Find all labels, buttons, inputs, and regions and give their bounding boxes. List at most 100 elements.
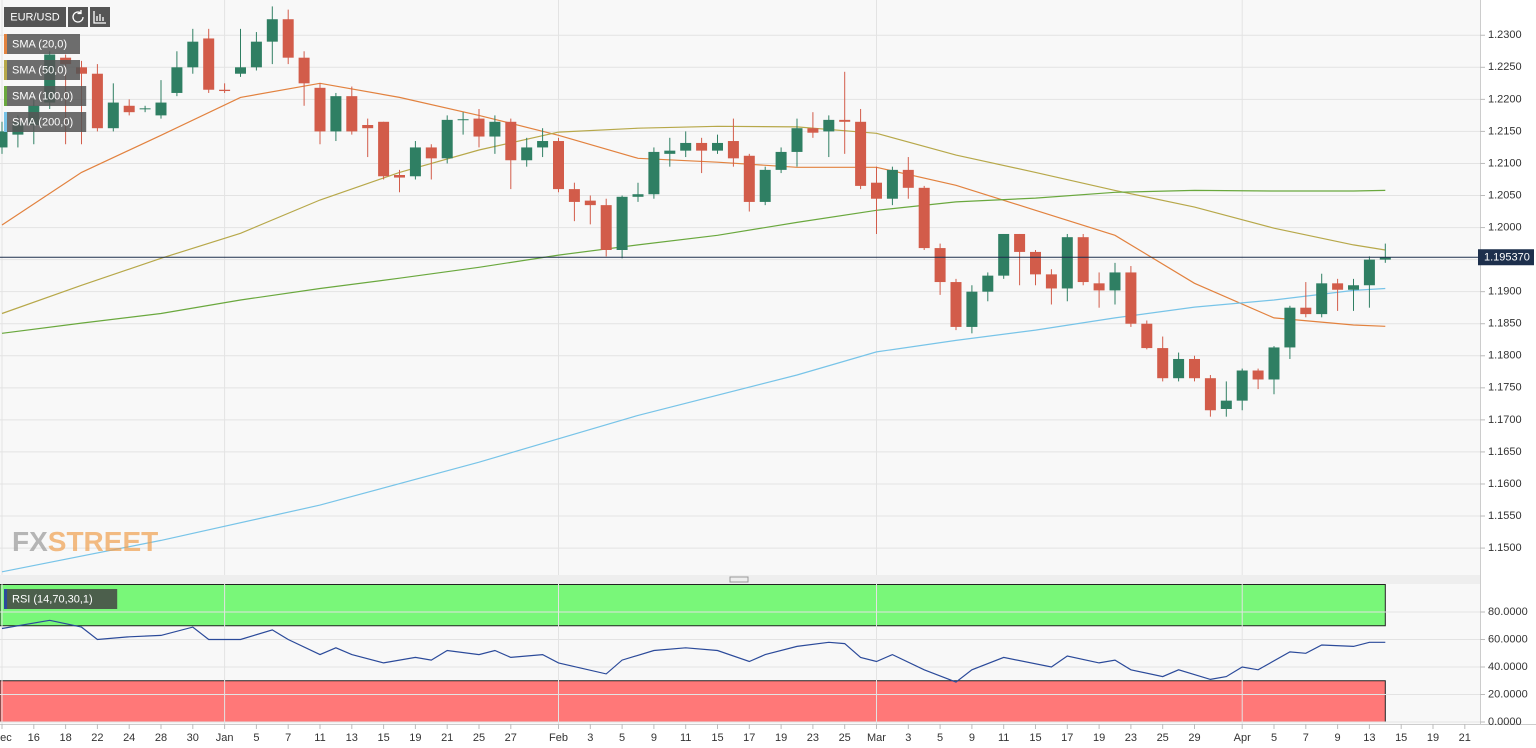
candle-body — [823, 119, 835, 132]
candle-body — [1348, 285, 1359, 290]
pane-divider[interactable] — [0, 575, 1480, 584]
last-price-label: 1.195370 — [1484, 252, 1530, 264]
y-tick-label: 1.2250 — [1488, 61, 1522, 73]
candle-body — [759, 169, 771, 202]
candle-body — [298, 57, 310, 84]
candle-body — [171, 67, 183, 93]
candle-body — [76, 67, 87, 74]
candle-body — [553, 141, 564, 190]
y-tick-label: 1.1500 — [1488, 542, 1522, 554]
watermark-fx: FX — [12, 526, 48, 557]
x-tick-label: 22 — [91, 732, 103, 744]
candle-body — [934, 248, 946, 283]
price-plot-bg — [0, 0, 1480, 575]
legend-box — [4, 589, 118, 609]
candle-body — [1204, 378, 1216, 411]
legend-label: SMA (50,0) — [12, 64, 67, 76]
candle-body — [712, 142, 723, 151]
refresh-icon — [72, 10, 84, 23]
legend-box — [4, 112, 87, 132]
refresh-button[interactable] — [68, 7, 88, 27]
legend-box — [4, 60, 80, 80]
legend-swatch — [4, 86, 7, 106]
y-tick-label: 1.1600 — [1488, 478, 1522, 490]
candle-body — [346, 96, 358, 132]
candle-body — [1077, 237, 1089, 283]
candle-body — [1268, 347, 1280, 380]
candle-body — [584, 200, 596, 206]
candle-body — [600, 205, 612, 250]
symbol-title[interactable]: EUR/USD — [10, 11, 60, 23]
candle-body — [1379, 257, 1391, 260]
indicator-line — [1, 287, 1386, 573]
candle-body — [1236, 370, 1248, 401]
x-tick-label: 18 — [59, 732, 71, 744]
symbol-box[interactable] — [4, 7, 66, 27]
x-tick-label: 3 — [587, 732, 593, 744]
candle-body — [1030, 251, 1041, 275]
candle-body — [807, 128, 819, 133]
legend-box — [4, 34, 80, 54]
x-tick-label: 11 — [998, 732, 1009, 744]
candle-body — [409, 147, 421, 177]
x-tick-label: 23 — [1125, 732, 1137, 744]
x-tick-label: 28 — [155, 732, 167, 744]
candle-body — [1125, 272, 1137, 324]
x-tick-label: 5 — [937, 732, 943, 744]
y-tick-label: 1.1850 — [1488, 318, 1522, 330]
x-tick-label: 21 — [1459, 732, 1471, 744]
y-tick-label: 1.2300 — [1488, 29, 1522, 41]
y-tick-label: 1.2000 — [1488, 221, 1522, 233]
y-tick-label: 1.1900 — [1488, 286, 1522, 298]
x-tick-label: 19 — [409, 732, 421, 744]
y-tick-label: 1.2050 — [1488, 189, 1522, 201]
candle-body — [998, 233, 1010, 276]
candle-body — [235, 67, 246, 74]
candle-body — [966, 291, 978, 327]
candle-body — [314, 87, 326, 132]
legend-swatch — [4, 112, 7, 132]
candle-body — [362, 125, 374, 129]
candle-body — [568, 189, 580, 202]
x-tick-label: 25 — [473, 732, 485, 744]
legend-label: SMA (20,0) — [12, 38, 67, 50]
y-tick-label: 80.0000 — [1488, 606, 1528, 618]
candle-body — [1189, 358, 1200, 379]
candle-body — [1157, 348, 1169, 379]
candle-body — [632, 194, 644, 197]
y-tick-label: 1.2100 — [1488, 157, 1522, 169]
x-tick-label: 7 — [285, 732, 291, 744]
indicator-line — [1, 189, 1386, 334]
candle-body — [1014, 233, 1026, 252]
candle-body — [648, 151, 660, 195]
x-tick-label: 25 — [1157, 732, 1169, 744]
y-tick-label: 1.1750 — [1488, 382, 1522, 394]
y-tick-label: 0.0000 — [1488, 716, 1522, 728]
candle-body — [505, 121, 517, 161]
candle-body — [664, 150, 676, 154]
candle-body — [950, 282, 962, 327]
candle-body — [0, 131, 8, 148]
y-tick-label: 1.1650 — [1488, 446, 1522, 458]
legend-swatch — [4, 60, 7, 80]
x-tick-label: 17 — [1061, 732, 1073, 744]
candle-body — [378, 121, 390, 177]
candle-body — [425, 147, 437, 159]
candle-body — [1061, 237, 1073, 289]
x-tick-label: 19 — [1093, 732, 1105, 744]
candle-body — [219, 89, 231, 92]
divider-handle[interactable] — [729, 576, 749, 583]
candle-body — [886, 169, 898, 199]
candle-body — [791, 128, 803, 152]
x-tick-label: 30 — [187, 732, 199, 744]
candle-body — [1332, 283, 1344, 290]
legend-label: RSI (14,70,30,1) — [12, 593, 93, 605]
x-tick-label: 13 — [1363, 732, 1375, 744]
candle-body — [203, 38, 215, 90]
x-tick-label: 24 — [123, 732, 135, 744]
y-tick-label: 20.0000 — [1488, 688, 1528, 700]
x-tick-label: 21 — [441, 732, 453, 744]
